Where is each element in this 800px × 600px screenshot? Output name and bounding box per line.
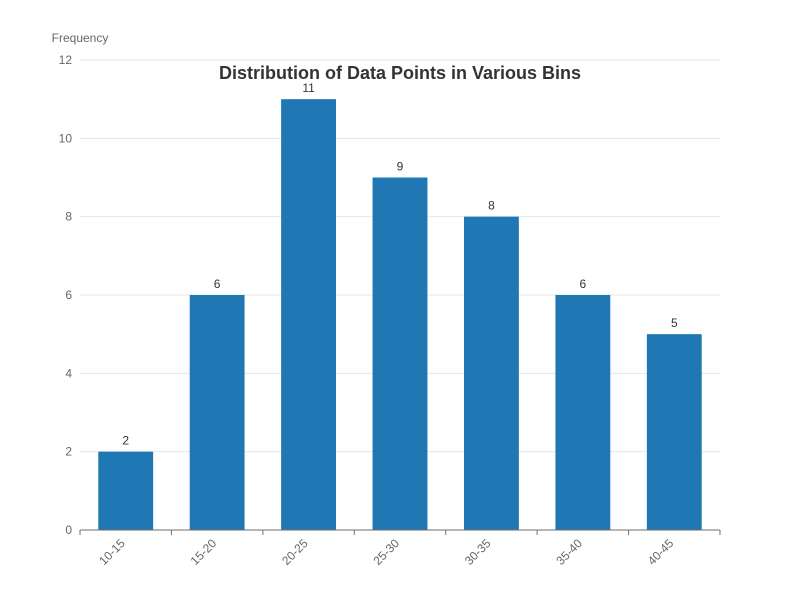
x-tick-label: 35-40 [553, 536, 585, 568]
data-label-25-30: 9 [397, 160, 404, 174]
y-tick-label: 8 [65, 210, 72, 224]
x-tick-label: 40-45 [645, 536, 677, 568]
y-tick-label: 10 [59, 131, 73, 145]
y-tick-label: 12 [59, 53, 73, 67]
bar-25-30 [372, 177, 428, 530]
x-tick-label: 20-25 [279, 536, 311, 568]
data-label-30-35: 8 [488, 199, 495, 213]
x-tick-label: 25-30 [371, 536, 403, 568]
data-label-20-25: 11 [302, 81, 315, 95]
bar-15-20 [189, 295, 245, 530]
bar-30-35 [464, 216, 519, 530]
bars [98, 99, 702, 531]
y-tick-label: 0 [65, 523, 72, 537]
y-tick-label: 4 [65, 366, 72, 380]
bar-40-45 [646, 334, 702, 530]
bar-20-25 [281, 99, 336, 531]
y-tick-label: 2 [65, 445, 72, 459]
x-tick-label: 30-35 [462, 536, 494, 568]
chart-title: Distribution of Data Points in Various B… [219, 63, 581, 83]
bar-35-40 [555, 295, 611, 530]
data-label-40-45: 5 [671, 316, 678, 330]
y-axis-label: Frequency [52, 31, 109, 45]
data-label-15-20: 6 [214, 277, 221, 291]
x-tick-label: 15-20 [188, 536, 220, 568]
x-tick-label: 10-15 [96, 536, 128, 568]
data-label-10-15: 2 [122, 434, 129, 448]
data-label-35-40: 6 [580, 277, 587, 291]
bar-10-15 [98, 451, 154, 530]
y-tick-label: 6 [65, 288, 72, 302]
data-labels: 2 6 11 9 8 6 5 [122, 81, 678, 448]
